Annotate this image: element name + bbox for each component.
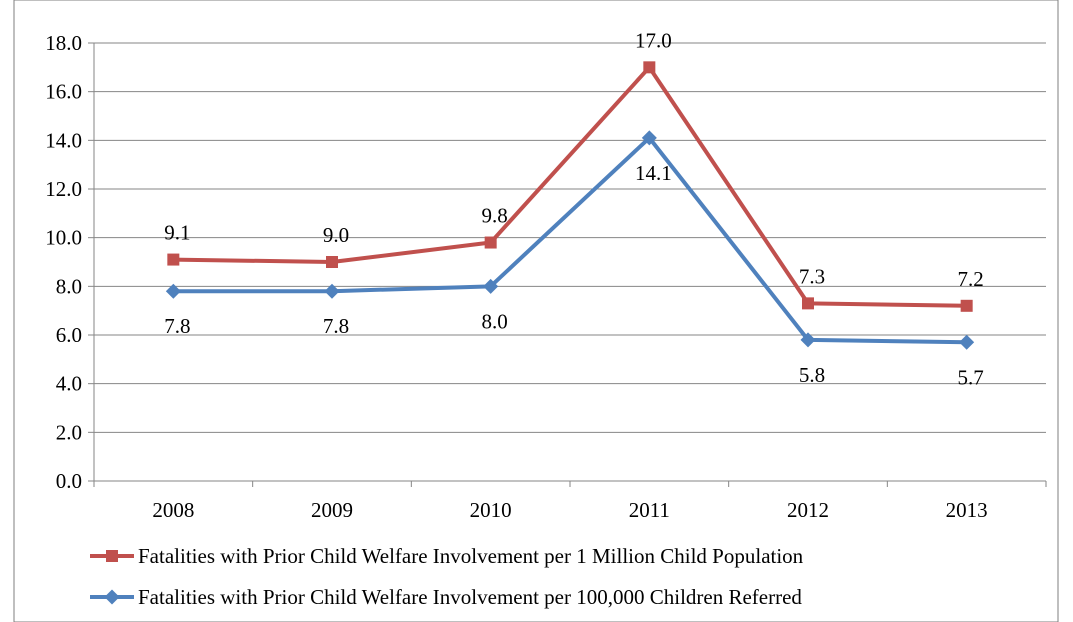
data-label: 9.1 [164, 221, 190, 245]
data-point [167, 253, 180, 266]
data-label: 5.7 [958, 365, 984, 389]
y-tick-label: 16.0 [45, 80, 82, 104]
series-line [173, 65, 967, 308]
data-point [324, 283, 340, 299]
data-point [641, 130, 657, 146]
data-point [802, 297, 814, 310]
chart-frame [13, 0, 1059, 622]
data-point [643, 61, 656, 74]
x-tick-label: 2013 [946, 498, 988, 522]
x-tick-label: 2011 [629, 498, 670, 522]
data-point [483, 278, 499, 294]
legend-entry-1: Fatalities with Prior Child Welfare Invo… [90, 544, 804, 568]
data-label: 5.8 [799, 363, 825, 387]
y-tick-label: 0.0 [56, 469, 82, 493]
y-tick-label: 6.0 [56, 323, 82, 347]
x-tick-label: 2009 [311, 498, 353, 522]
data-point [165, 283, 181, 299]
x-tick-label: 2010 [470, 498, 512, 522]
y-tick-label: 4.0 [56, 372, 82, 396]
data-label: 9.8 [482, 204, 508, 228]
legend: Fatalities with Prior Child Welfare Invo… [90, 544, 804, 609]
series-line [173, 135, 967, 345]
data-label: 14.1 [635, 161, 672, 185]
x-tick-label: 2012 [787, 498, 829, 522]
y-tick-label: 14.0 [45, 128, 82, 152]
data-label: 7.2 [958, 267, 984, 291]
data-point [800, 332, 816, 348]
data-point [959, 334, 975, 350]
series-layer [165, 61, 975, 350]
legend-label: Fatalities with Prior Child Welfare Invo… [138, 544, 804, 568]
data-label: 9.0 [323, 223, 349, 247]
legend-marker [104, 589, 120, 605]
axes: 0.0 2.0 4.0 6.0 8.0 10.0 12.0 14.0 16.0 18.0 2008 2… [45, 31, 1047, 522]
data-point [960, 299, 973, 312]
data-labels: 9.1 9.0 9.8 17.0 7.3 7.2 7.8 7.8 8.0 14.1 5.8 5.7 [164, 28, 984, 389]
data-label: 17.0 [635, 28, 672, 52]
legend-entry-2: Fatalities with Prior Child Welfare Invo… [90, 585, 802, 609]
gridlines [94, 42, 1046, 433]
data-label: 8.0 [482, 309, 508, 333]
y-tick-label: 8.0 [56, 274, 82, 298]
data-point [326, 256, 338, 268]
y-tick-label: 2.0 [56, 420, 82, 444]
data-label: 7.8 [323, 314, 349, 338]
legend-label: Fatalities with Prior Child Welfare Invo… [138, 585, 802, 609]
y-tick-label: 10.0 [45, 226, 82, 250]
y-tick-label: 12.0 [45, 177, 82, 201]
series-2 [165, 130, 975, 350]
data-label: 7.8 [164, 314, 190, 338]
legend-marker [106, 550, 118, 562]
data-point [484, 236, 497, 249]
y-tick-label: 18.0 [45, 31, 82, 55]
series-1 [167, 61, 973, 312]
x-tick-label: 2008 [152, 498, 194, 522]
data-label: 7.3 [799, 264, 825, 288]
